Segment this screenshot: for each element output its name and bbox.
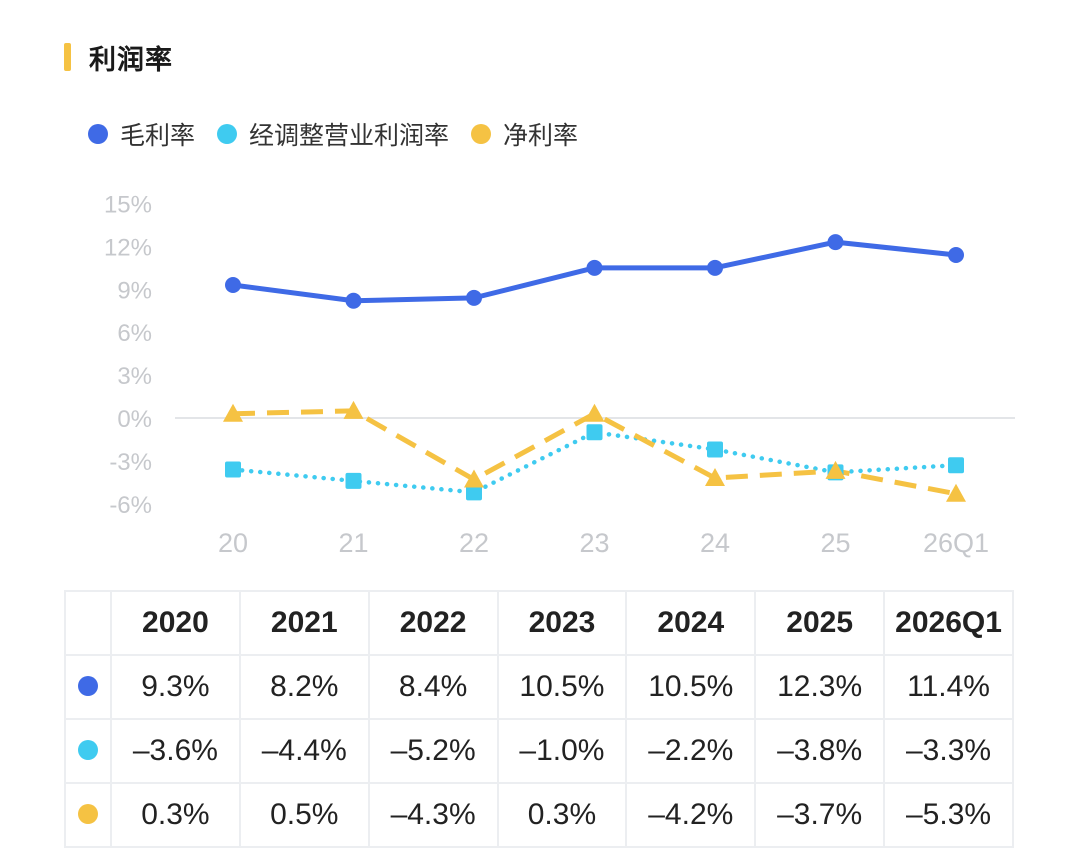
x-tick-label: 22 [459, 528, 489, 558]
table-cell: 10.5% [625, 654, 757, 720]
data-table: 2020 2021 2022 2023 2024 2025 2026Q1 9.3% 8.2% 8… [64, 590, 1014, 848]
y-tick-label: 6% [117, 320, 152, 347]
table-cell: –5.3% [883, 782, 1014, 848]
column-header: 2020 [110, 590, 241, 656]
table-corner-cell [64, 590, 112, 656]
cyan-dot-icon [217, 124, 238, 144]
yellow-dot-icon [78, 804, 98, 824]
y-tick-label: 15% [104, 192, 152, 219]
data-point [225, 461, 241, 478]
table-cell: –1.0% [496, 718, 628, 784]
x-tick-label: 21 [338, 528, 368, 558]
data-point [586, 424, 603, 441]
table-cell: 0.3% [110, 782, 241, 848]
y-tick-label: 0% [117, 406, 152, 433]
data-point [466, 484, 482, 501]
table-cell: –2.2% [625, 718, 757, 784]
data-point [707, 441, 723, 458]
table-cell: –3.7% [754, 782, 886, 848]
data-point [464, 469, 484, 488]
row-marker-cell [64, 782, 112, 848]
x-tick-label: 23 [579, 528, 609, 558]
table-cell: –3.6% [110, 718, 241, 784]
data-point [345, 292, 362, 309]
data-point [584, 403, 605, 422]
table-cell: 0.5% [238, 782, 370, 848]
table-cell: –3.3% [883, 718, 1014, 784]
data-point [705, 468, 725, 487]
x-tick-label: 20 [218, 528, 248, 558]
data-point [948, 246, 964, 263]
table-cell: 8.2% [238, 654, 370, 720]
data-point [825, 460, 846, 479]
blue-dot-icon [78, 676, 98, 696]
table-cell: –3.8% [754, 718, 886, 784]
table-cell: 12.3% [754, 654, 886, 720]
line-chart: 15% 12% 9% 6% 3% 0% -3% -6% 20 21 22 23 24 25 26Q1 [104, 192, 1015, 558]
table-cell: –5.2% [367, 718, 499, 784]
table-cell: –4.3% [367, 782, 499, 848]
title-accent-bar [64, 43, 71, 71]
yellow-dot-icon [471, 124, 492, 144]
table-row: –3.6% –4.4% –5.2% –1.0% –2.2% –3.8% –3.3% [64, 718, 1014, 784]
section-header: 利润率 [64, 40, 173, 76]
x-tick-label: 25 [820, 528, 850, 558]
y-tick-label: -6% [109, 492, 152, 519]
data-point [223, 403, 243, 422]
section-title: 利润率 [89, 44, 173, 76]
table-cell: –4.4% [238, 718, 370, 784]
data-point [946, 483, 966, 502]
x-tick-label: 26Q1 [923, 528, 989, 558]
data-point [225, 277, 241, 294]
data-point [827, 234, 844, 251]
column-header: 2026Q1 [883, 590, 1014, 656]
cyan-dot-icon [78, 740, 98, 760]
data-point [948, 457, 964, 474]
y-tick-label: 9% [117, 277, 152, 304]
table-cell: 8.4% [367, 654, 499, 720]
data-point [586, 259, 603, 276]
data-point [466, 289, 482, 306]
table-row: 9.3% 8.2% 8.4% 10.5% 10.5% 12.3% 11.4% [64, 654, 1014, 720]
table-header-row: 2020 2021 2022 2023 2024 2025 2026Q1 [64, 590, 1014, 656]
table-cell: 10.5% [496, 654, 628, 720]
legend-item: 毛利率 [88, 116, 195, 152]
legend-item: 经调整营业利润率 [217, 116, 449, 152]
column-header: 2024 [625, 590, 757, 656]
table-cell: 0.3% [496, 782, 628, 848]
x-tick-label: 24 [700, 528, 730, 558]
y-tick-label: 12% [104, 234, 152, 261]
data-point [707, 259, 723, 276]
y-tick-label: 3% [117, 363, 152, 390]
series-line [230, 430, 959, 495]
column-header: 2022 [367, 590, 499, 656]
legend-item: 净利率 [471, 116, 578, 152]
legend-label: 净利率 [503, 121, 579, 150]
column-header: 2023 [496, 590, 628, 656]
row-marker-cell [64, 654, 112, 720]
data-point [345, 472, 362, 489]
chart-legend: 毛利率 经调整营业利润率 净利率 [88, 114, 600, 154]
table-row: 0.3% 0.5% –4.3% 0.3% –4.2% –3.7% –5.3% [64, 782, 1014, 848]
y-tick-label: -3% [109, 449, 152, 476]
legend-label: 毛利率 [120, 121, 196, 150]
table-cell: –4.2% [625, 782, 757, 848]
table-cell: 11.4% [883, 654, 1014, 720]
column-header: 2021 [238, 590, 370, 656]
column-header: 2025 [754, 590, 886, 656]
blue-dot-icon [88, 124, 108, 144]
data-point [343, 400, 364, 419]
table-cell: 9.3% [110, 654, 241, 720]
legend-label: 经调整营业利润率 [249, 121, 450, 150]
row-marker-cell [64, 718, 112, 784]
